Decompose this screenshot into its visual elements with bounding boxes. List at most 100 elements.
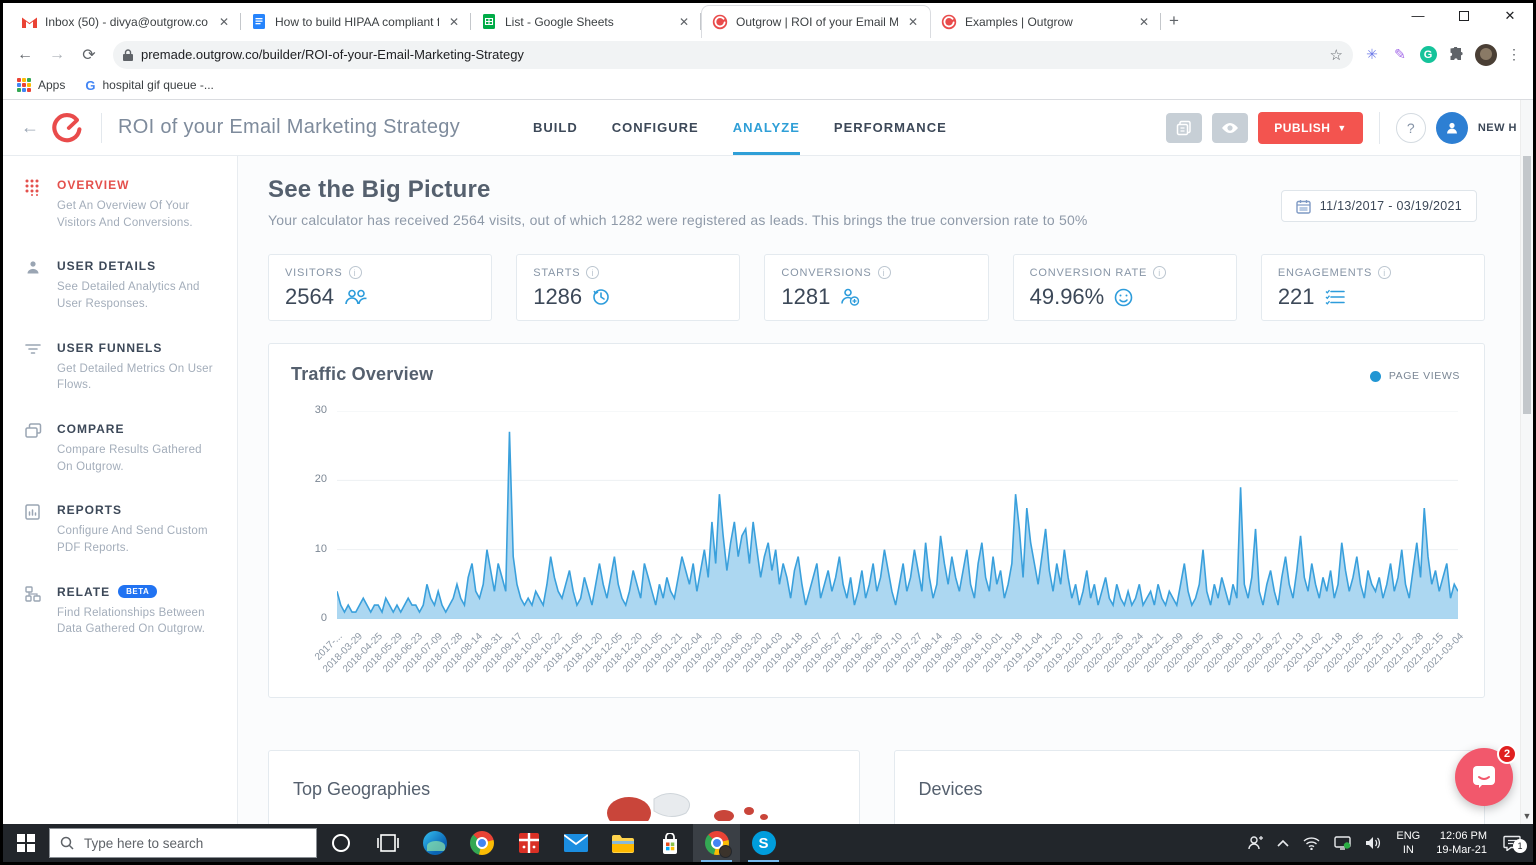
extension-pen-icon[interactable]: ✎ — [1394, 46, 1406, 62]
volume-icon[interactable] — [1358, 836, 1388, 850]
nav-performance[interactable]: PERFORMANCE — [833, 120, 947, 135]
outgrow-logo[interactable] — [49, 110, 85, 146]
desktop-screen: Inbox (50) - divya@outgrow.co ✕ How to b… — [3, 3, 1533, 862]
tab-docs[interactable]: How to build HIPAA compliant fo ✕ — [241, 5, 471, 38]
tab-title: List - Google Sheets — [505, 14, 614, 29]
chrome-running-icon[interactable] — [693, 824, 740, 862]
browser-menu-icon[interactable]: ⋮ — [1507, 46, 1521, 62]
bookmark-star-icon[interactable]: ☆ — [1329, 46, 1343, 64]
help-button[interactable]: ? — [1395, 112, 1426, 143]
sidebar-item-desc: Configure And Send Custom PDF Reports. — [57, 525, 208, 555]
tab-close-icon[interactable]: ✕ — [1138, 14, 1149, 29]
stat-value: 49.96% — [1029, 284, 1105, 309]
info-icon[interactable]: i — [348, 266, 362, 279]
sidebar-item-label: RELATE BETA — [57, 585, 219, 599]
url-text: premade.outgrow.co/builder/ROI-of-your-E… — [141, 47, 524, 62]
tab-gmail[interactable]: Inbox (50) - divya@outgrow.co ✕ — [11, 5, 241, 38]
preview-eye-button[interactable] — [1212, 112, 1249, 143]
gift-app-icon[interactable] — [505, 824, 552, 862]
sidebar-item-relate[interactable]: RELATE BETA Find Relationships Between D… — [25, 585, 219, 638]
hidden-icons-chevron[interactable] — [1270, 839, 1296, 847]
date-range-picker[interactable]: 11/13/2017 - 03/19/2021 — [1280, 190, 1477, 222]
maximize-button[interactable] — [1441, 3, 1487, 31]
start-button[interactable] — [3, 824, 49, 862]
chat-widget-button[interactable]: 2 — [1455, 744, 1517, 806]
app-back-icon[interactable]: ← — [21, 117, 39, 137]
publish-button[interactable]: PUBLISH ▼ — [1258, 111, 1363, 144]
task-view-button[interactable] — [364, 824, 411, 862]
sidebar-item-desc: Get Detailed Metrics On User Flows. — [57, 362, 213, 392]
app-nav: BUILD CONFIGURE ANALYZE PERFORMANCE — [533, 100, 947, 155]
nav-build[interactable]: BUILD — [533, 120, 578, 135]
bookmark-label: Apps — [38, 78, 66, 92]
action-center-button[interactable]: 1 — [1495, 835, 1533, 853]
grammarly-icon[interactable]: G — [1419, 46, 1437, 64]
date-range-value: 11/13/2017 - 03/19/2021 — [1319, 199, 1462, 213]
file-explorer-icon[interactable] — [599, 824, 646, 862]
nav-analyze[interactable]: ANALYZE — [732, 100, 801, 155]
tab-sheets[interactable]: List - Google Sheets ✕ — [471, 5, 701, 38]
clock-time: 12:06 PM — [1439, 829, 1487, 842]
cortana-button[interactable] — [317, 824, 364, 862]
tab-outgrow-examples[interactable]: Examples | Outgrow ✕ — [931, 5, 1161, 38]
stat-label: ENGAGEMENTS — [1277, 266, 1373, 279]
info-icon[interactable]: i — [1378, 266, 1392, 279]
people-tray-icon[interactable] — [1240, 835, 1270, 851]
chart-legend: PAGE VIEWS — [1369, 370, 1460, 382]
traffic-chart: 0 10 20 30 — [315, 404, 1458, 624]
extensions-puzzle-icon[interactable] — [1447, 46, 1465, 64]
sidebar-item-user-funnels[interactable]: USER FUNNELS Get Detailed Metrics On Use… — [25, 341, 219, 394]
outgrow-icon — [712, 14, 728, 30]
stat-card-conversion-rate: CONVERSION RATE i 49.96% — [1012, 254, 1237, 321]
address-bar[interactable]: premade.outgrow.co/builder/ROI-of-your-E… — [113, 40, 1353, 69]
gmail-icon — [21, 14, 37, 30]
extension-flower-icon[interactable]: ✳ — [1366, 46, 1378, 62]
info-icon[interactable]: i — [1153, 266, 1167, 279]
legend-label: PAGE VIEWS — [1388, 370, 1460, 382]
tab-close-icon[interactable]: ✕ — [907, 15, 918, 29]
tab-close-icon[interactable]: ✕ — [448, 14, 459, 29]
info-icon[interactable]: i — [586, 266, 600, 279]
sidebar-item-reports[interactable]: REPORTS Configure And Send Custom PDF Re… — [25, 503, 219, 556]
tab-outgrow-builder[interactable]: Outgrow | ROI of your Email Mar ✕ — [701, 5, 931, 38]
mail-app-icon[interactable] — [552, 824, 599, 862]
new-tab-button[interactable]: + — [1169, 11, 1179, 30]
account-avatar[interactable] — [1435, 111, 1468, 144]
bookmark-hospital-gif[interactable]: G hospital gif queue -... — [85, 78, 214, 93]
browser-profile-avatar[interactable] — [1475, 43, 1497, 66]
window-controls: — ✕ — [1395, 3, 1533, 31]
stat-card-starts: STARTS i 1286 — [516, 254, 741, 321]
reload-button[interactable]: ⟳ — [82, 46, 96, 64]
bookmark-apps[interactable]: Apps — [17, 78, 65, 92]
tab-close-icon[interactable]: ✕ — [218, 14, 229, 29]
forward-button[interactable]: → — [49, 45, 65, 63]
microsoft-store-icon[interactable] — [646, 824, 693, 862]
taskbar-search[interactable]: Type here to search — [49, 828, 317, 858]
scrollbar-down-arrow[interactable]: ▼ — [1522, 811, 1532, 821]
back-button[interactable]: ← — [17, 45, 33, 63]
duplicate-button[interactable] — [1166, 112, 1203, 143]
scrollbar-thumb[interactable] — [1523, 156, 1531, 414]
minimize-button[interactable]: — — [1411, 8, 1425, 23]
language-indicator[interactable]: ENG IN — [1396, 829, 1421, 856]
sidebar-item-compare[interactable]: COMPARE Compare Results Gathered On Outg… — [25, 422, 219, 475]
taskbar-clock[interactable]: 12:06 PM 19-Mar-21 — [1428, 829, 1495, 858]
google-g-icon: G — [85, 77, 96, 93]
close-button[interactable]: ✕ — [1504, 8, 1516, 23]
info-icon[interactable]: i — [877, 266, 891, 279]
page-scrollbar[interactable]: ▼ — [1520, 100, 1533, 824]
wifi-icon[interactable] — [1296, 836, 1327, 850]
tab-close-icon[interactable]: ✕ — [678, 14, 689, 29]
card-title: Top Geographies — [293, 779, 431, 799]
windows-taskbar: Type here to search S — [3, 824, 1533, 862]
edge-icon[interactable] — [411, 824, 458, 862]
sidebar-item-user-details[interactable]: USER DETAILS See Detailed Analytics And … — [25, 259, 219, 312]
stat-card-visitors: VISITORS i 2564 — [268, 254, 493, 321]
nav-configure[interactable]: CONFIGURE — [611, 120, 699, 135]
display-sync-icon[interactable] — [1327, 836, 1358, 850]
sidebar-item-desc: See Detailed Analytics And User Response… — [57, 281, 200, 311]
skype-icon[interactable]: S — [740, 824, 787, 862]
windows-logo-icon — [17, 834, 35, 852]
chrome-pinned-icon[interactable] — [458, 824, 505, 862]
sidebar-item-overview[interactable]: OVERVIEW Get An Overview Of Your Visitor… — [25, 178, 219, 231]
